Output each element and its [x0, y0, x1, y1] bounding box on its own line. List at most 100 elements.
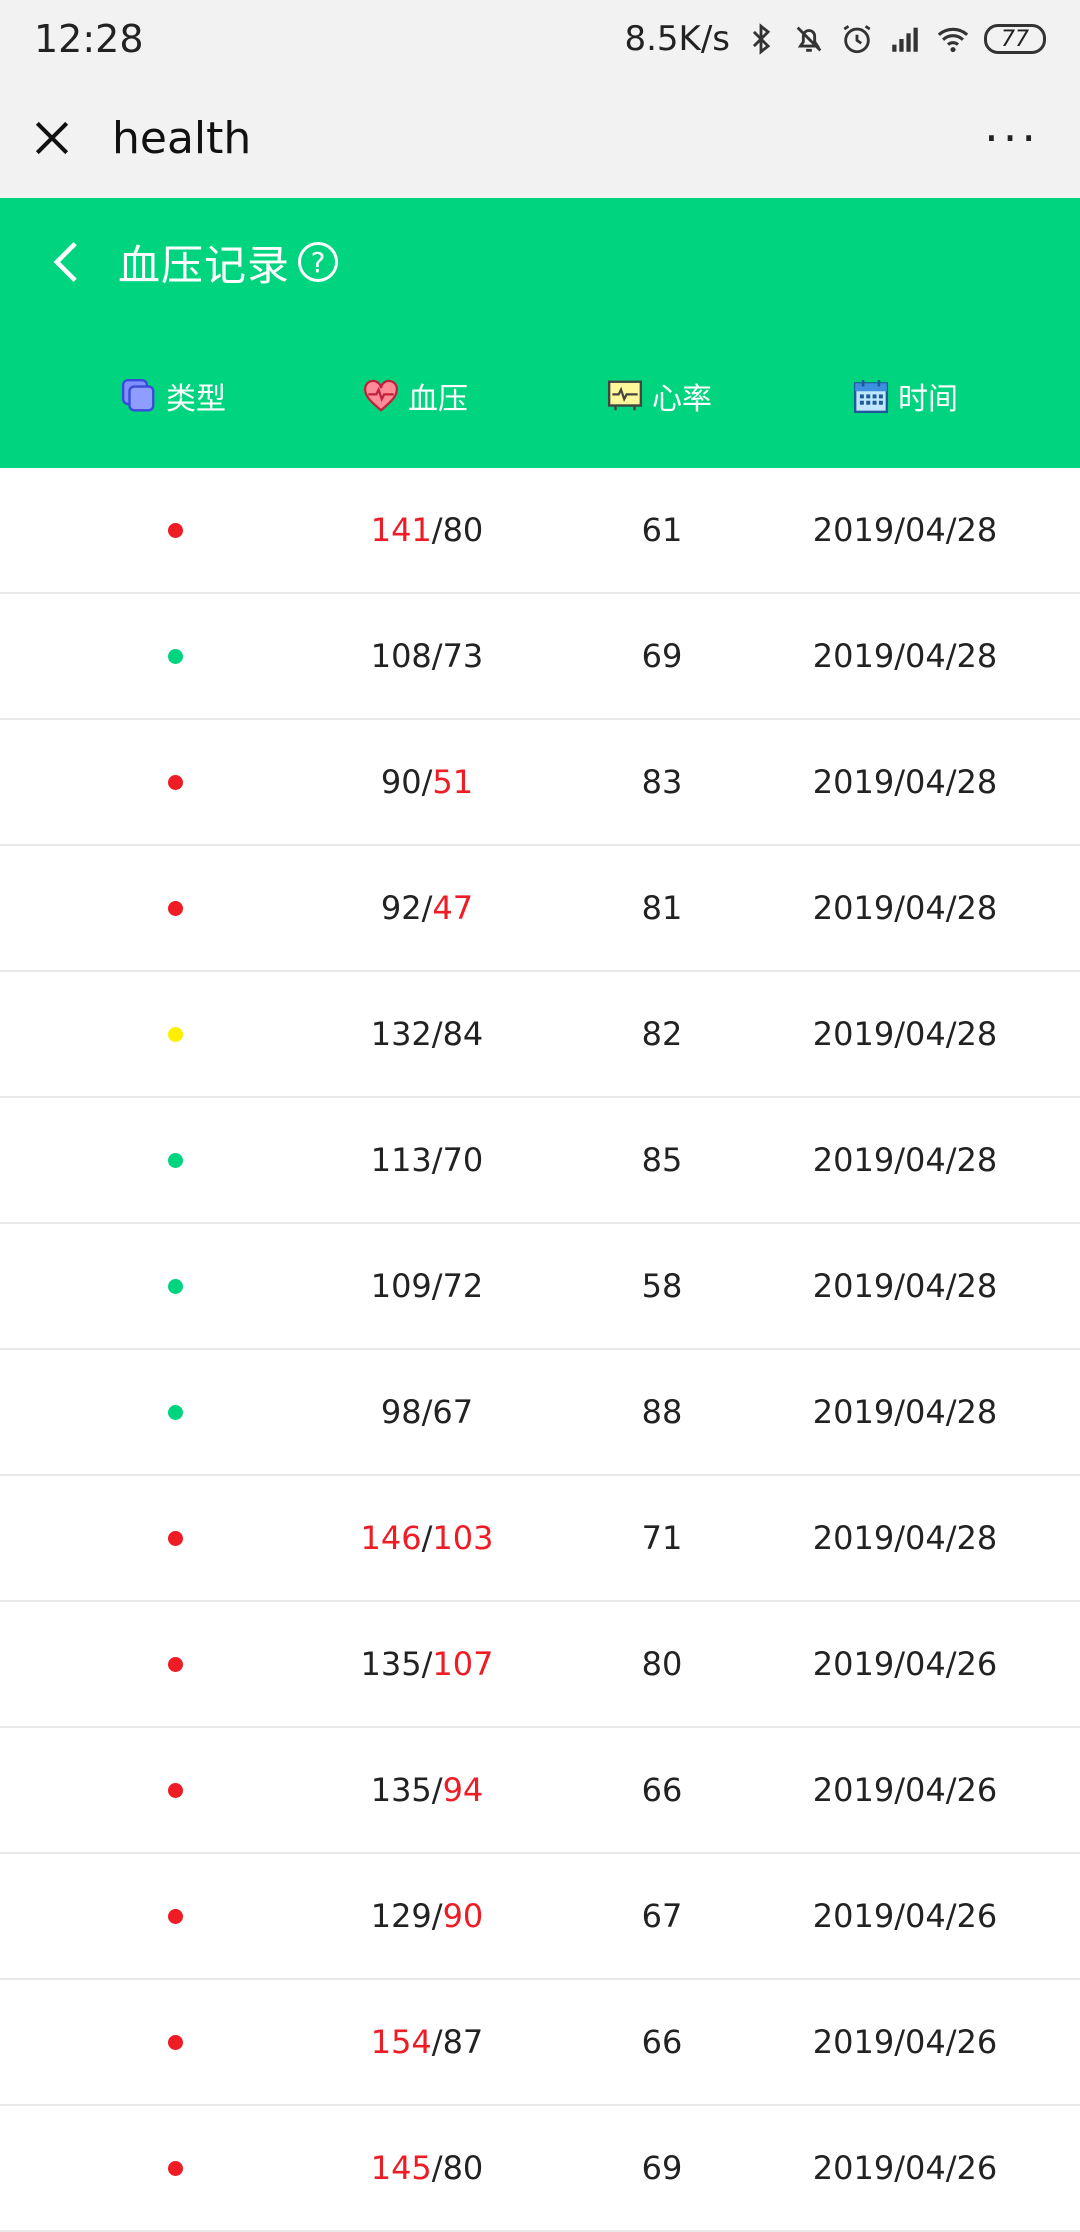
heart-rate-cell: 61 — [641, 511, 683, 549]
diastolic-value: 80 — [442, 2149, 484, 2187]
table-row[interactable]: 98/67 88 2019/04/28 — [0, 1350, 1080, 1476]
table-row[interactable]: 141/80 61 2019/04/28 — [0, 468, 1080, 594]
status-time: 12:28 — [34, 17, 144, 61]
heart-rate-cell: 58 — [641, 1267, 683, 1305]
date-cell: 2019/04/28 — [812, 1015, 998, 1053]
type-cell — [0, 1476, 350, 1600]
type-cell — [0, 2106, 350, 2230]
heart-rate-cell: 71 — [641, 1519, 683, 1557]
type-cell — [0, 972, 350, 1096]
date-cell: 2019/04/26 — [812, 2023, 998, 2061]
layers-icon — [121, 378, 155, 412]
bp-separator: / — [431, 1141, 443, 1179]
date-cell: 2019/04/28 — [812, 889, 998, 927]
systolic-value: 135 — [360, 1645, 422, 1683]
diastolic-value: 87 — [442, 2023, 484, 2061]
alarm-icon — [843, 25, 871, 54]
blood-pressure-cell: 129/90 — [325, 1854, 529, 1978]
bp-separator: / — [431, 511, 443, 549]
type-cell — [0, 720, 350, 844]
heart-pulse-icon — [364, 379, 398, 412]
status-dot — [167, 774, 183, 790]
type-cell — [0, 468, 350, 592]
column-header-label: 类型 — [166, 382, 226, 417]
help-icon[interactable]: ? — [298, 242, 339, 282]
table-row[interactable]: 132/84 82 2019/04/28 — [0, 972, 1080, 1098]
status-dot — [167, 1026, 183, 1042]
calendar-icon — [853, 380, 889, 414]
type-cell — [0, 1224, 350, 1348]
blood-pressure-cell: 109/72 — [325, 1224, 529, 1348]
column-header-hr[interactable]: 心率 — [606, 374, 712, 418]
heart-rate-cell: 80 — [641, 1645, 683, 1683]
diastolic-value: 51 — [432, 763, 474, 801]
type-cell — [0, 1602, 350, 1726]
diastolic-value: 90 — [442, 1897, 484, 1935]
status-dot — [167, 1152, 183, 1168]
heart-rate-cell: 85 — [641, 1141, 683, 1179]
heart-rate-cell: 88 — [641, 1393, 683, 1431]
bell-off-icon — [796, 26, 822, 52]
back-icon[interactable] — [48, 240, 84, 284]
close-icon[interactable] — [30, 116, 74, 160]
type-cell — [0, 1854, 350, 1978]
page-title: 血压记录 — [118, 240, 291, 290]
blood-pressure-cell: 108/73 — [325, 594, 529, 718]
date-cell: 2019/04/28 — [812, 763, 998, 801]
diastolic-value: 67 — [432, 1393, 474, 1431]
nav-row: 血压记录 ? — [0, 230, 339, 294]
date-cell: 2019/04/28 — [812, 1519, 998, 1557]
status-dot — [167, 2160, 183, 2176]
type-cell — [0, 1098, 350, 1222]
status-dot — [167, 900, 183, 916]
column-header-type[interactable]: 类型 — [120, 374, 226, 418]
heart-rate-cell: 66 — [641, 2023, 683, 2061]
table-row[interactable]: 154/87 66 2019/04/26 — [0, 1980, 1080, 2106]
bp-separator: / — [421, 1645, 433, 1683]
status-dot — [167, 1656, 183, 1672]
type-cell — [0, 594, 350, 718]
heart-rate-cell: 66 — [641, 1771, 683, 1809]
date-cell: 2019/04/26 — [812, 1897, 998, 1935]
table-row[interactable]: 109/72 58 2019/04/28 — [0, 1224, 1080, 1350]
status-dot — [167, 1404, 183, 1420]
type-cell — [0, 1350, 350, 1474]
blood-pressure-cell: 90/51 — [325, 720, 529, 844]
wifi-icon — [937, 27, 969, 53]
bp-separator: / — [431, 637, 443, 675]
systolic-value: 146 — [360, 1519, 422, 1557]
column-header-label: 心率 — [652, 382, 712, 417]
status-dot — [167, 1908, 183, 1924]
type-cell — [0, 846, 350, 970]
app-title: health — [112, 112, 252, 164]
bp-separator: / — [431, 1897, 443, 1935]
date-cell: 2019/04/28 — [812, 1141, 998, 1179]
table-row[interactable]: 135/94 66 2019/04/26 — [0, 1728, 1080, 1854]
heart-rate-cell: 69 — [641, 2149, 683, 2187]
diastolic-value: 47 — [432, 889, 474, 927]
bp-separator: / — [421, 763, 433, 801]
table-row[interactable]: 113/70 85 2019/04/28 — [0, 1098, 1080, 1224]
date-cell: 2019/04/28 — [812, 1393, 998, 1431]
systolic-value: 145 — [370, 2149, 432, 2187]
table-row[interactable]: 108/73 69 2019/04/28 — [0, 594, 1080, 720]
table-row[interactable]: 135/107 80 2019/04/26 — [0, 1602, 1080, 1728]
table-row[interactable]: 145/80 69 2019/04/26 — [0, 2106, 1080, 2232]
column-header-bp[interactable]: 血压 — [362, 374, 468, 418]
more-button[interactable]: ··· — [984, 111, 1040, 165]
systolic-value: 129 — [370, 1897, 432, 1935]
table-row[interactable]: 129/90 67 2019/04/26 — [0, 1854, 1080, 1980]
table-row[interactable]: 90/51 83 2019/04/28 — [0, 720, 1080, 846]
monitor-icon — [607, 380, 643, 411]
table-row[interactable]: 92/47 81 2019/04/28 — [0, 846, 1080, 972]
date-cell: 2019/04/28 — [812, 511, 998, 549]
diastolic-value: 72 — [442, 1267, 484, 1305]
bp-separator: / — [431, 2023, 443, 2061]
bp-separator: / — [421, 1393, 433, 1431]
date-cell: 2019/04/26 — [812, 2149, 998, 2187]
type-cell — [0, 1980, 350, 2104]
systolic-value: 113 — [370, 1141, 432, 1179]
date-cell: 2019/04/26 — [812, 1645, 998, 1683]
table-row[interactable]: 146/103 71 2019/04/28 — [0, 1476, 1080, 1602]
column-header-time[interactable]: 时间 — [852, 374, 958, 418]
